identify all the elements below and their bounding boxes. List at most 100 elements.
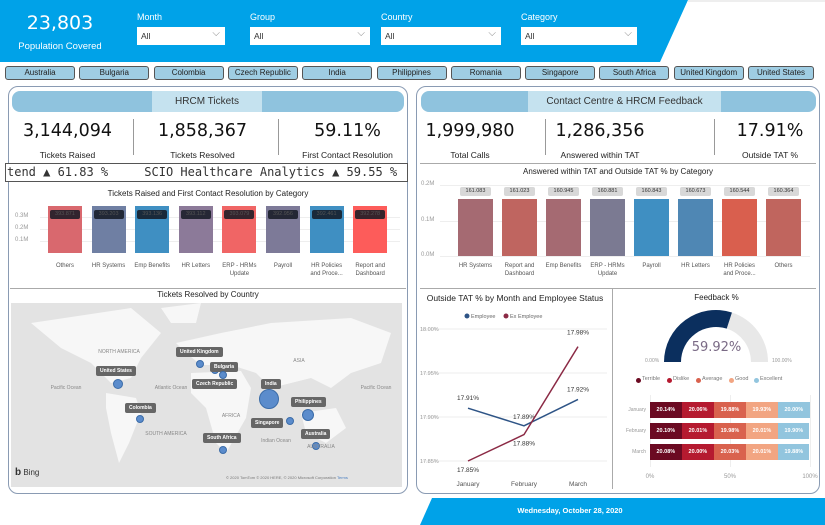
map-land: [31, 303, 391, 463]
y-tick-label: 17.90%: [420, 415, 439, 421]
filter-dropdown-country[interactable]: All ⌵: [381, 27, 501, 45]
map-bubble[interactable]: [113, 379, 123, 389]
y-tick-label: 0.1M: [421, 216, 435, 223]
legend-label: Dislike: [673, 376, 690, 382]
stacked-segment[interactable]: 20.00%: [682, 444, 714, 460]
map-region-label: AFRICA: [221, 413, 241, 419]
map-country-label: Bulgaria: [210, 362, 239, 372]
series-line-employee: [467, 398, 579, 427]
y-tick-label: 17.95%: [420, 371, 439, 377]
gridline: [40, 229, 400, 230]
stacked-segment[interactable]: 20.01%: [682, 423, 714, 439]
map-region-label: Indian Ocean: [261, 438, 291, 444]
population-value: 23,803: [26, 12, 94, 34]
stacked-segment[interactable]: 20.10%: [650, 423, 682, 439]
filter-label-category: Category: [521, 12, 558, 22]
map-region-label: Pacific Ocean: [50, 385, 82, 391]
bar[interactable]: [458, 198, 493, 256]
country-button-united-kingdom[interactable]: United Kingdom: [673, 66, 744, 80]
legend: Employee Ex Employee: [464, 313, 542, 320]
category-label: ERP - HRMs Update: [590, 263, 625, 277]
category-label: Payroll: [642, 263, 661, 269]
stacked-segment[interactable]: 19.88%: [714, 402, 746, 418]
contact-centre-panel: [416, 86, 820, 494]
stacked-segment[interactable]: 19.90%: [778, 423, 810, 439]
bar[interactable]: [678, 198, 713, 256]
chart-title: Feedback %: [694, 293, 739, 302]
map-bubble[interactable]: [302, 409, 314, 421]
map-bubble[interactable]: [219, 446, 227, 454]
hrcm-tickets-panel: [8, 86, 408, 494]
map-country-label: Philippines: [291, 397, 326, 407]
gauge-track: [726, 312, 768, 362]
country-button-south-africa[interactable]: South Africa: [599, 66, 670, 80]
country-button-australia[interactable]: Australia: [5, 66, 75, 80]
category-label: HR Policies and Proce...: [310, 263, 343, 277]
bar[interactable]: [766, 199, 801, 256]
legend-label: Excellent: [760, 376, 783, 382]
bar[interactable]: [502, 198, 537, 256]
stacked-segment[interactable]: 19.98%: [714, 423, 746, 439]
feedback-gauge: [664, 310, 768, 362]
bar[interactable]: [590, 198, 625, 256]
stacked-segment[interactable]: 20.00%: [778, 402, 810, 418]
stacked-segment[interactable]: 20.08%: [650, 444, 682, 460]
kpi-value: 1,286,356: [555, 121, 645, 141]
filter-dropdown-month[interactable]: All ⌵: [137, 27, 225, 45]
stacked-segment[interactable]: 20.01%: [746, 444, 778, 460]
chevron-down-icon: ⌵: [357, 28, 365, 39]
map-bubble[interactable]: [136, 415, 144, 423]
legend-marker: [667, 378, 672, 383]
country-button-united-states[interactable]: United States: [748, 66, 814, 80]
country-button-romania[interactable]: Romania: [450, 66, 521, 80]
map-bubble[interactable]: [196, 360, 204, 368]
bar[interactable]: [546, 198, 581, 256]
data-label: 393.079: [224, 209, 255, 219]
map-bubble[interactable]: [312, 442, 320, 450]
stacked-segment[interactable]: 19.88%: [778, 444, 810, 460]
legend-marker: [464, 313, 470, 319]
stacked-segment[interactable]: 20.14%: [650, 402, 682, 418]
country-map[interactable]: United Kingdom Bulgaria Czech Republic Unit…: [11, 303, 402, 487]
filter-value: All: [385, 31, 395, 41]
bing-logo: b Bing: [15, 467, 40, 478]
data-label: 17.89%: [513, 414, 535, 421]
map-bubble[interactable]: [259, 389, 279, 409]
filter-dropdown-category[interactable]: All ⌵: [521, 27, 637, 45]
country-button-czech-republic[interactable]: Czech Republic: [227, 66, 298, 80]
stacked-segment[interactable]: 20.06%: [682, 402, 714, 418]
map-country-label: Singapore: [251, 418, 284, 428]
bar[interactable]: [634, 198, 669, 256]
map-bubble[interactable]: [286, 417, 294, 425]
category-label: Emp Benefits: [545, 263, 582, 269]
map-bubble[interactable]: [219, 371, 227, 379]
data-label: 393.136: [137, 209, 168, 219]
gauge-value: 59.92%: [691, 340, 742, 355]
hrcm-title: HRCM Tickets: [152, 91, 262, 112]
legend-marker: [636, 378, 641, 383]
y-category-label: February: [625, 428, 646, 434]
kpi-label: Total Calls: [450, 150, 490, 160]
data-label: 17.98%: [567, 330, 589, 337]
map-country-label: Czech Republic: [192, 379, 238, 389]
x-tick-label: January: [456, 481, 480, 488]
country-button-india[interactable]: India: [302, 66, 373, 80]
country-button-colombia[interactable]: Colombia: [153, 66, 224, 80]
map-country-label: United Kingdom: [176, 347, 223, 357]
stacked-segment[interactable]: 20.01%: [746, 423, 778, 439]
filter-dropdown-group[interactable]: All ⌵: [250, 27, 370, 45]
country-button-singapore[interactable]: Singapore: [525, 66, 596, 80]
data-label: 393.112: [180, 209, 211, 219]
country-button-philippines[interactable]: Philippines: [376, 66, 447, 80]
country-button-bulgaria[interactable]: Bulgaria: [79, 66, 150, 80]
terms-link[interactable]: Terms: [336, 475, 348, 480]
gridline: [40, 217, 400, 218]
category-label: Others: [774, 263, 793, 269]
ticker: tend ▲ 61.83 % SCIO Healthcare Analytics…: [5, 163, 408, 182]
stacked-segment[interactable]: 20.03%: [714, 444, 746, 460]
data-label: 160.673: [680, 186, 711, 196]
category-label: HR Systems: [458, 263, 493, 269]
y-tick-label: 0.3M: [15, 213, 29, 219]
bar[interactable]: [722, 199, 757, 256]
stacked-segment[interactable]: 19.93%: [746, 402, 778, 418]
